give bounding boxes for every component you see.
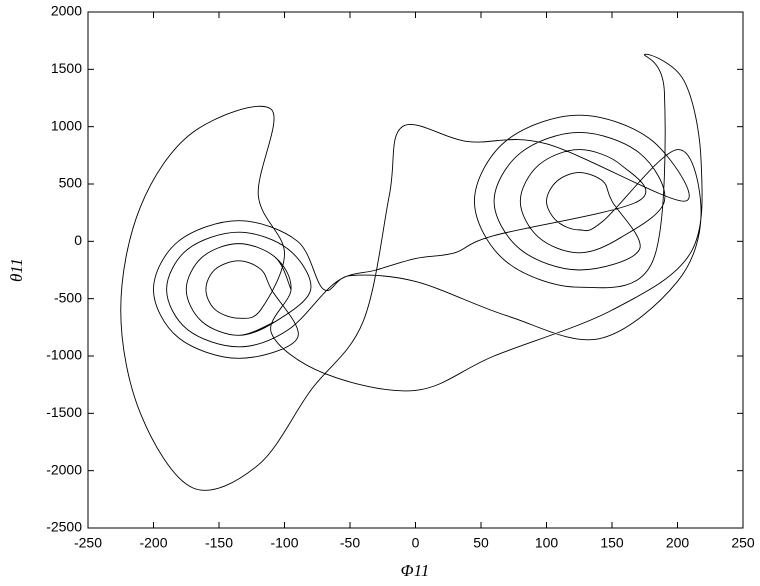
y-tick-label: 0 (74, 232, 82, 248)
plot-frame (87, 11, 744, 529)
x-tick-label: -150 (205, 535, 233, 551)
y-tick-label: 1000 (51, 117, 82, 133)
y-tick-label: -1000 (46, 347, 82, 363)
x-axis-label: Φ11 (401, 561, 430, 580)
y-axis-label: θ11 (7, 258, 26, 282)
x-tick-label: 250 (731, 535, 755, 551)
y-tick-label: 1500 (51, 60, 82, 76)
y-tick-label: -500 (54, 289, 82, 305)
x-tick-label: -250 (74, 535, 102, 551)
x-tick-label: -100 (270, 535, 298, 551)
x-tick-label: -50 (340, 535, 360, 551)
x-tick-label: 0 (412, 535, 420, 551)
y-tick-label: -2500 (46, 519, 82, 535)
y-tick-label: 2000 (51, 3, 82, 19)
y-tick-label: -1500 (46, 404, 82, 420)
y-tick-label: 500 (59, 175, 83, 191)
x-tick-label: 150 (600, 535, 624, 551)
y-tick-label: -2000 (46, 461, 82, 477)
x-tick-label: 50 (473, 535, 489, 551)
x-tick-label: -200 (139, 535, 167, 551)
x-tick-label: 200 (666, 535, 690, 551)
x-tick-label: 100 (535, 535, 559, 551)
trajectory-line (120, 53, 703, 491)
